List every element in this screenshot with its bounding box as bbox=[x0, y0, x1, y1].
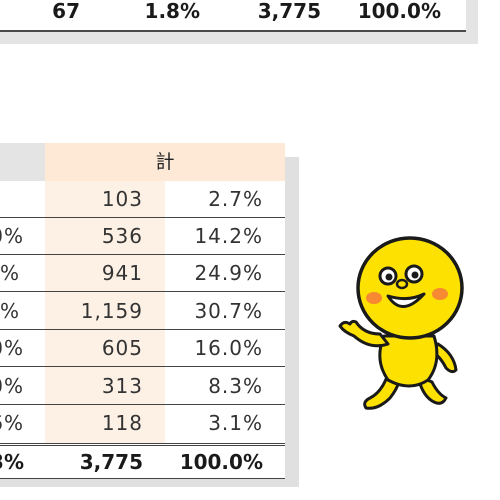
row-count: 941 bbox=[101, 261, 143, 285]
row-left-partial bbox=[0, 181, 24, 217]
row-pct: 14.2% bbox=[194, 224, 263, 248]
total-pct: 100.0% bbox=[179, 450, 263, 474]
total-count: 3,775 bbox=[79, 450, 143, 474]
row-left-partial: 0% bbox=[0, 224, 24, 248]
count-column-band bbox=[45, 181, 165, 443]
table-row: % 941 24.9% bbox=[0, 255, 285, 292]
total-row: 3% 3,775 100.0% bbox=[0, 443, 285, 479]
table-row: 103 2.7% bbox=[0, 181, 285, 218]
row-count: 118 bbox=[101, 411, 143, 435]
row-count: 605 bbox=[101, 336, 143, 360]
row-pct: 30.7% bbox=[194, 299, 263, 323]
table-row: 6% 118 3.1% bbox=[0, 405, 285, 442]
column-header-cropped bbox=[0, 143, 45, 181]
row-left-partial: 0% bbox=[0, 374, 24, 398]
row-count: 103 bbox=[101, 187, 143, 211]
top-table-left-partial: 67 bbox=[52, 0, 80, 23]
table-row: 0% 313 8.3% bbox=[0, 368, 285, 405]
row-count: 536 bbox=[101, 224, 143, 248]
top-table-mid-partial: 1.8% bbox=[144, 0, 200, 23]
total-left-partial: 3% bbox=[0, 450, 24, 474]
row-left-partial: % bbox=[0, 261, 21, 285]
row-left-partial: 6% bbox=[0, 411, 24, 435]
top-table: 67 1.8% 3,775 100.0% bbox=[0, 0, 466, 32]
table-row: % 1,159 30.7% bbox=[0, 293, 285, 330]
column-divider bbox=[165, 181, 166, 443]
row-pct: 3.1% bbox=[208, 411, 263, 435]
column-header-total: 計 bbox=[45, 143, 285, 181]
table-row: 0% 536 14.2% bbox=[0, 218, 285, 255]
summary-table: 計 103 2.7% 0% 536 14.2% % 941 24.9% % 1,… bbox=[0, 143, 285, 479]
mascot-illustration bbox=[338, 236, 464, 410]
top-table-total-pct: 100.0% bbox=[357, 0, 441, 23]
row-pct: 2.7% bbox=[208, 187, 263, 211]
row-left-partial: % bbox=[0, 299, 21, 323]
row-count: 313 bbox=[101, 374, 143, 398]
row-pct: 16.0% bbox=[194, 336, 263, 360]
table-row: 0% 605 16.0% bbox=[0, 330, 285, 367]
row-pct: 8.3% bbox=[208, 374, 263, 398]
row-left-partial: 0% bbox=[0, 336, 24, 360]
row-count: 1,159 bbox=[80, 299, 143, 323]
row-pct: 24.9% bbox=[194, 261, 263, 285]
top-table-total-count: 3,775 bbox=[257, 0, 321, 23]
